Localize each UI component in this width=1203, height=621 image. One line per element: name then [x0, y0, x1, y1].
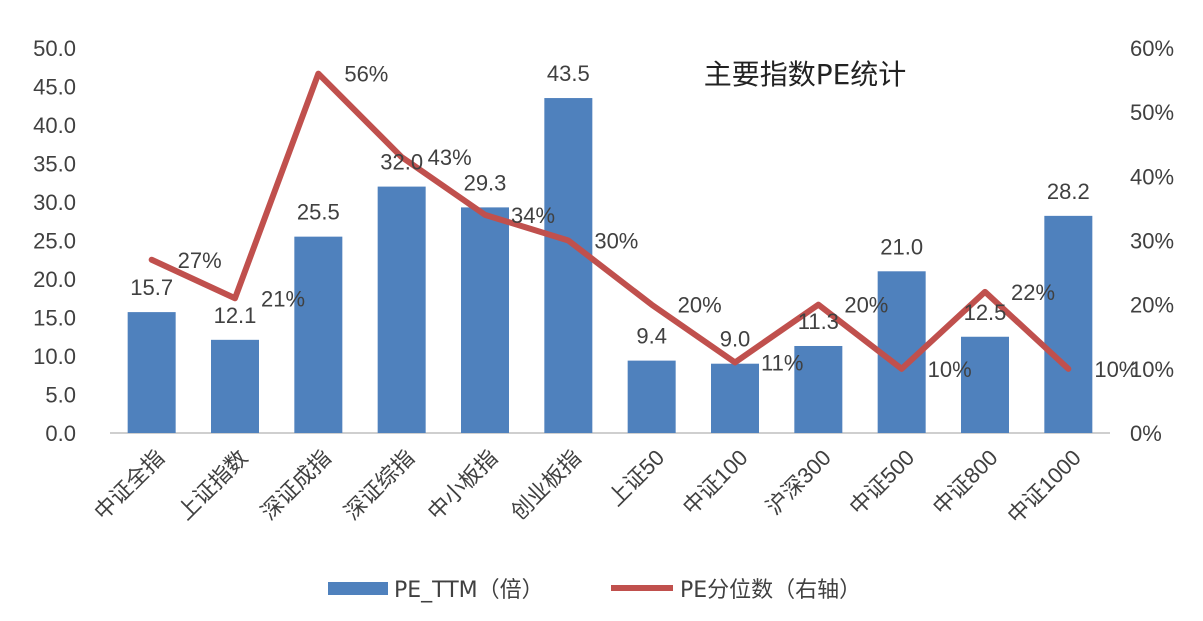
- left-tick-label: 25.0: [33, 229, 76, 254]
- right-tick-label: 30%: [1130, 229, 1174, 254]
- bar-value-label: 25.5: [297, 200, 340, 225]
- line-value-label: 27%: [178, 248, 222, 273]
- bar-value-label: 32.0: [380, 150, 423, 175]
- legend-bar-label: PE_TTM（倍）: [394, 578, 544, 603]
- bar: [127, 312, 176, 433]
- legend-bar-swatch: [328, 582, 388, 595]
- category-label: 创业板指: [506, 445, 586, 525]
- category-label: 中证500: [844, 445, 919, 520]
- bar-value-label: 43.5: [547, 61, 590, 86]
- category-label: 中证800: [928, 445, 1003, 520]
- line-value-label: 11%: [761, 350, 803, 375]
- legend-line-label: PE分位数（右轴）: [680, 578, 861, 603]
- bar: [211, 339, 259, 433]
- line-value-label: 10%: [928, 357, 972, 382]
- bar: [627, 360, 676, 433]
- line-value-label: 34%: [511, 203, 555, 228]
- bar: [711, 363, 759, 433]
- line-value-label: 21%: [261, 286, 305, 311]
- left-tick-label: 10.0: [33, 344, 76, 369]
- line-value-label: 56%: [344, 62, 388, 87]
- right-tick-label: 20%: [1130, 293, 1174, 318]
- category-label: 深证成指: [256, 445, 336, 525]
- category-label: 上证50: [603, 445, 669, 511]
- line-data-labels: 27% 21% 56% 43% 34% 30% 20% 11% 20% 10% 22% 10%: [178, 62, 1139, 382]
- bar-value-label: 12.5: [964, 300, 1007, 325]
- category-label: 中证1000: [1002, 445, 1085, 528]
- bar: [377, 186, 426, 433]
- left-tick-label: 45.0: [33, 75, 76, 100]
- line-value-label: 30%: [594, 229, 638, 254]
- category-label: 深证综指: [339, 445, 419, 525]
- line-series: [148, 70, 1072, 372]
- bar-value-label: 15.7: [130, 275, 173, 300]
- chart-title: 主要指数PE统计: [704, 58, 907, 91]
- left-axis-ticks: 0.0 5.0 10.0 15.0 20.0 25.0 30.0 35.0 40.0 45.0 50…: [33, 36, 76, 446]
- bar-value-label: 12.1: [214, 303, 257, 328]
- line-value-label: 22%: [1011, 280, 1055, 305]
- left-tick-label: 0.0: [45, 421, 76, 446]
- bar-value-label: 29.3: [464, 170, 507, 195]
- left-tick-label: 50.0: [33, 36, 76, 61]
- category-labels: 中证全指 上证指数 深证成指 深证综指 中小板指 创业板指 上证50 中证100 沪深300 中证…: [89, 445, 1086, 528]
- bar: [1044, 215, 1093, 433]
- right-axis-ticks: 0% 10% 20% 30% 40% 50% 60%: [1130, 36, 1174, 446]
- bar-value-label: 28.2: [1047, 179, 1090, 204]
- bar-value-label: 21.0: [880, 234, 923, 259]
- left-tick-label: 20.0: [33, 267, 76, 292]
- line-value-label: 10%: [1094, 357, 1138, 382]
- left-tick-label: 35.0: [33, 152, 76, 177]
- right-tick-label: 10%: [1130, 357, 1174, 382]
- bar: [794, 345, 843, 433]
- left-tick-label: 30.0: [33, 190, 76, 215]
- category-label: 上证指数: [173, 445, 253, 525]
- line-value-label: 43%: [428, 145, 472, 170]
- category-label: 沪深300: [761, 445, 836, 520]
- right-tick-label: 50%: [1130, 100, 1174, 125]
- line-value-label: 20%: [844, 293, 888, 318]
- left-tick-label: 40.0: [33, 113, 76, 138]
- category-label: 中证100: [678, 445, 753, 520]
- bar-value-label: 9.4: [636, 324, 667, 349]
- right-tick-label: 40%: [1130, 164, 1174, 189]
- category-label: 中证全指: [89, 445, 169, 525]
- bar: [461, 207, 509, 433]
- bar-value-label: 11.3: [798, 309, 839, 334]
- bar-data-labels: 15.7 12.1 25.5 32.0 29.3 43.5 9.4 9.0 11.3 21.0 12…: [130, 61, 1089, 352]
- right-tick-label: 0%: [1130, 421, 1162, 446]
- left-tick-label: 15.0: [33, 306, 76, 331]
- bar: [294, 236, 343, 433]
- bar: [961, 336, 1009, 433]
- bar-series: [127, 98, 1093, 434]
- bar: [544, 98, 593, 434]
- right-tick-label: 60%: [1130, 36, 1174, 61]
- line-value-label: 20%: [678, 293, 722, 318]
- pe-percentile-line: [148, 70, 1072, 372]
- legend: PE_TTM（倍） PE分位数（右轴）: [328, 578, 861, 603]
- left-tick-label: 5.0: [45, 383, 76, 408]
- category-label: 中小板指: [423, 445, 503, 525]
- bar-value-label: 9.0: [720, 327, 751, 352]
